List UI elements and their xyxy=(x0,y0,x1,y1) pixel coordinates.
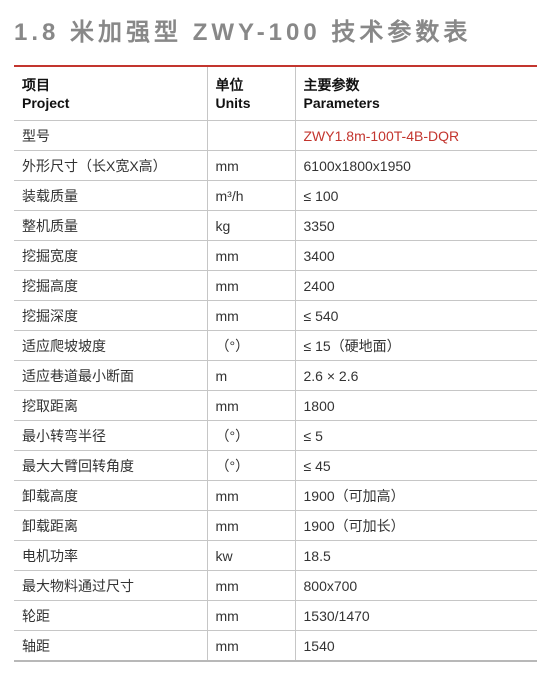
cell-units: mm xyxy=(207,481,295,511)
table-row: 最大大臂回转角度（°）≤ 45 xyxy=(14,451,537,481)
table-row: 整机质量kg3350 xyxy=(14,211,537,241)
page-title: 1.8 米加强型 ZWY-100 技术参数表 xyxy=(14,12,537,47)
cell-label: 卸载距离 xyxy=(14,511,207,541)
cell-label: 适应爬坡坡度 xyxy=(14,331,207,361)
cell-units: m xyxy=(207,361,295,391)
cell-units: （°） xyxy=(207,331,295,361)
cell-label: 挖取距离 xyxy=(14,391,207,421)
cell-label: 电机功率 xyxy=(14,541,207,571)
table-row: 挖取距离mm1800 xyxy=(14,391,537,421)
cell-label: 最小转弯半径 xyxy=(14,421,207,451)
cell-units: kg xyxy=(207,211,295,241)
table-row: 最小转弯半径（°）≤ 5 xyxy=(14,421,537,451)
cell-value: ≤ 15（硬地面） xyxy=(295,331,537,361)
cell-units: mm xyxy=(207,631,295,662)
spec-table: 项目 Project 单位 Units 主要参数 Parameters 型号 Z… xyxy=(14,67,537,662)
cell-units: mm xyxy=(207,391,295,421)
spec-table-body: 型号 ZWY1.8m-100T-4B-DQR 外形尺寸（长X宽X高）mm6100… xyxy=(14,121,537,662)
cell-label: 外形尺寸（长X宽X高） xyxy=(14,151,207,181)
cell-label: 适应巷道最小断面 xyxy=(14,361,207,391)
cell-value-model: ZWY1.8m-100T-4B-DQR xyxy=(295,121,537,151)
header-params-en: Parameters xyxy=(304,95,380,111)
header-project-cn: 项目 xyxy=(22,77,50,93)
cell-value: ≤ 5 xyxy=(295,421,537,451)
cell-label: 装载质量 xyxy=(14,181,207,211)
cell-value: 18.5 xyxy=(295,541,537,571)
cell-units: （°） xyxy=(207,451,295,481)
cell-value: ≤ 45 xyxy=(295,451,537,481)
cell-value: 3400 xyxy=(295,241,537,271)
spec-table-container: 项目 Project 单位 Units 主要参数 Parameters 型号 Z… xyxy=(14,65,537,662)
table-row: 卸载距离mm1900（可加长） xyxy=(14,511,537,541)
cell-units xyxy=(207,121,295,151)
cell-value: 2400 xyxy=(295,271,537,301)
table-row: 适应爬坡坡度（°）≤ 15（硬地面） xyxy=(14,331,537,361)
header-params-cn: 主要参数 xyxy=(304,77,360,93)
cell-units: mm xyxy=(207,511,295,541)
table-row-model: 型号 ZWY1.8m-100T-4B-DQR xyxy=(14,121,537,151)
cell-value: 1530/1470 xyxy=(295,601,537,631)
header-units-cn: 单位 xyxy=(216,77,244,93)
cell-value: ≤ 100 xyxy=(295,181,537,211)
cell-units: mm xyxy=(207,301,295,331)
cell-label: 挖掘宽度 xyxy=(14,241,207,271)
cell-label: 挖掘高度 xyxy=(14,271,207,301)
cell-units: kw xyxy=(207,541,295,571)
cell-value: 1900（可加高） xyxy=(295,481,537,511)
cell-label: 型号 xyxy=(14,121,207,151)
cell-value: 1540 xyxy=(295,631,537,662)
cell-label: 轮距 xyxy=(14,601,207,631)
cell-value: 2.6 × 2.6 xyxy=(295,361,537,391)
cell-value: ≤ 540 xyxy=(295,301,537,331)
table-row: 轴距mm1540 xyxy=(14,631,537,662)
cell-value: 1900（可加长） xyxy=(295,511,537,541)
table-row: 适应巷道最小断面m2.6 × 2.6 xyxy=(14,361,537,391)
table-row: 挖掘宽度mm3400 xyxy=(14,241,537,271)
cell-label: 最大大臂回转角度 xyxy=(14,451,207,481)
table-row: 外形尺寸（长X宽X高）mm6100x1800x1950 xyxy=(14,151,537,181)
cell-units: mm xyxy=(207,151,295,181)
cell-label: 整机质量 xyxy=(14,211,207,241)
cell-value: 3350 xyxy=(295,211,537,241)
header-units: 单位 Units xyxy=(207,67,295,121)
cell-units: （°） xyxy=(207,421,295,451)
cell-label: 挖掘深度 xyxy=(14,301,207,331)
cell-value: 1800 xyxy=(295,391,537,421)
table-row: 装载质量m³/h≤ 100 xyxy=(14,181,537,211)
header-row: 项目 Project 单位 Units 主要参数 Parameters xyxy=(14,67,537,121)
table-row: 电机功率kw18.5 xyxy=(14,541,537,571)
cell-units: mm xyxy=(207,271,295,301)
cell-units: mm xyxy=(207,241,295,271)
cell-label: 卸载高度 xyxy=(14,481,207,511)
table-row: 挖掘深度mm≤ 540 xyxy=(14,301,537,331)
header-params: 主要参数 Parameters xyxy=(295,67,537,121)
header-project-en: Project xyxy=(22,95,69,111)
header-units-en: Units xyxy=(216,95,251,111)
cell-units: mm xyxy=(207,601,295,631)
header-project: 项目 Project xyxy=(14,67,207,121)
cell-units: m³/h xyxy=(207,181,295,211)
table-row: 卸载高度mm1900（可加高） xyxy=(14,481,537,511)
table-row: 轮距mm1530/1470 xyxy=(14,601,537,631)
cell-value: 6100x1800x1950 xyxy=(295,151,537,181)
table-row: 挖掘高度mm2400 xyxy=(14,271,537,301)
cell-label: 轴距 xyxy=(14,631,207,662)
